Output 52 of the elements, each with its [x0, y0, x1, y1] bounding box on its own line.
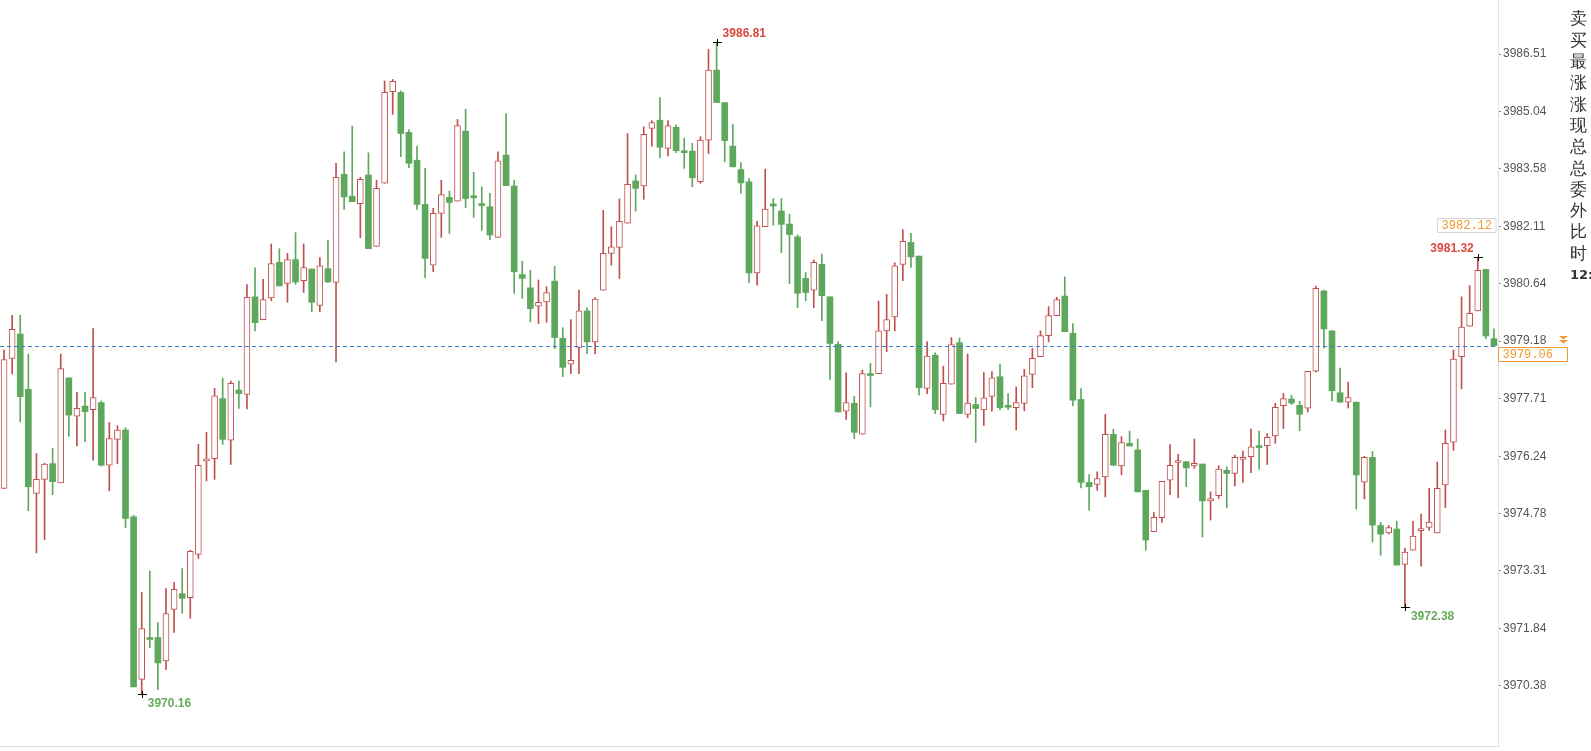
candlestick: [1425, 488, 1433, 531]
annotation: 3970.16: [147, 695, 192, 710]
y-tick-label: 3982.11: [1503, 218, 1546, 233]
candlestick: [478, 186, 486, 231]
candlestick: [146, 570, 154, 649]
candlestick: [73, 392, 81, 447]
annotation: 3986.81: [722, 25, 767, 40]
annotation: 3982.12: [1441, 219, 1493, 234]
y-tick-label: 3974.78: [1503, 505, 1547, 520]
candlestick: [1344, 381, 1352, 409]
candlestick: [1247, 428, 1255, 473]
y-tick-label: 3986.51: [1503, 46, 1547, 61]
y-tick-label: 3980.64: [1503, 276, 1547, 291]
candlestick: [1085, 474, 1093, 511]
text: 最: [1570, 51, 1587, 72]
text: 卖: [1570, 8, 1587, 29]
text: 比: [1570, 221, 1587, 242]
y-tick-label: 3976.24: [1503, 448, 1547, 463]
text: 总: [1569, 157, 1587, 178]
y-tick-label: 3985.04: [1503, 103, 1547, 118]
annotation: 3981.32: [1430, 240, 1475, 255]
candlestick: [1239, 450, 1247, 483]
text: 委: [1570, 178, 1587, 199]
text: 12:: [1570, 266, 1591, 282]
y-tick-label: 3970.38: [1503, 678, 1547, 693]
annotation: 3972.38: [1410, 608, 1455, 623]
candlestick: [518, 260, 526, 299]
candlestick: [348, 125, 356, 203]
candlestick: [1004, 393, 1012, 410]
text: 涨: [1570, 93, 1587, 114]
candlestick: [567, 319, 575, 374]
candlestick: [178, 568, 186, 614]
candlestick: [972, 397, 980, 443]
candlestick: [1417, 513, 1425, 567]
text: 涨: [1570, 72, 1587, 93]
candlestick: [1255, 430, 1263, 470]
y-tick-label: 3979.18: [1503, 333, 1547, 348]
ref-line-label: 3979.06: [1502, 348, 1553, 363]
candlestick: [1174, 453, 1182, 499]
text: 现: [1570, 114, 1587, 135]
text: 买: [1570, 29, 1587, 50]
candlestick: [1223, 466, 1231, 509]
candlestick: [842, 372, 850, 420]
candlestick: [1012, 386, 1020, 431]
text: 总: [1569, 136, 1587, 157]
y-tick-label: 3977.71: [1503, 390, 1547, 405]
y-tick-label: 3971.84: [1503, 620, 1547, 635]
candlestick: [980, 372, 988, 426]
y-tick-label: 3973.31: [1503, 563, 1547, 578]
text: 外: [1570, 200, 1587, 221]
y-tick-label: 3983.58: [1503, 161, 1547, 176]
text: 时: [1570, 242, 1587, 263]
